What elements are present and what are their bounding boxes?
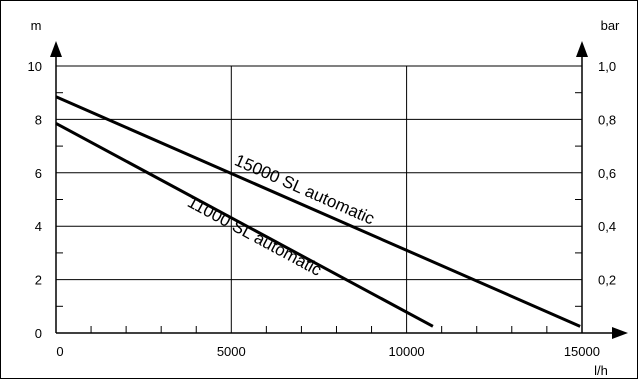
x-axis-unit: l/h [594, 363, 608, 378]
series-line [55, 95, 581, 328]
y-axis-left-arrow [50, 41, 62, 57]
series-line [55, 122, 434, 328]
x-tick-label: 15000 [564, 344, 600, 359]
y-axis-right-unit: bar [601, 18, 620, 33]
y-axis-left-unit: m [31, 18, 42, 33]
y-tick-label-left: 8 [35, 112, 42, 127]
y-tick-label-left: 10 [28, 59, 42, 74]
y-tick-label-left: 0 [35, 326, 42, 341]
x-tick-label: 0 [56, 344, 63, 359]
y-tick-label-left: 4 [35, 219, 42, 234]
series [55, 95, 581, 328]
y-tick-label-left: 6 [35, 166, 42, 181]
y-tick-label-right: 0,8 [598, 112, 616, 127]
y-axis-right-arrow [576, 41, 588, 57]
y-tick-label-right: 1,0 [598, 59, 616, 74]
y-tick-label-left: 2 [35, 273, 42, 288]
x-tick-label: 5000 [217, 344, 246, 359]
y-tick-label-right: 0,6 [598, 166, 616, 181]
axes [50, 41, 628, 339]
x-axis-arrow [612, 327, 628, 339]
grid [56, 65, 582, 333]
x-tick-label: 10000 [389, 344, 425, 359]
y-tick-label-right: 0,2 [598, 273, 616, 288]
y-tick-label-right: 0,4 [598, 219, 616, 234]
series-name-label: 15000 SL automatic [232, 151, 378, 229]
labels: 0 2 4 6 8 10 0,2 0,4 0,6 0,8 1,0 0 5000 10000 15000 m ba… [28, 18, 621, 378]
